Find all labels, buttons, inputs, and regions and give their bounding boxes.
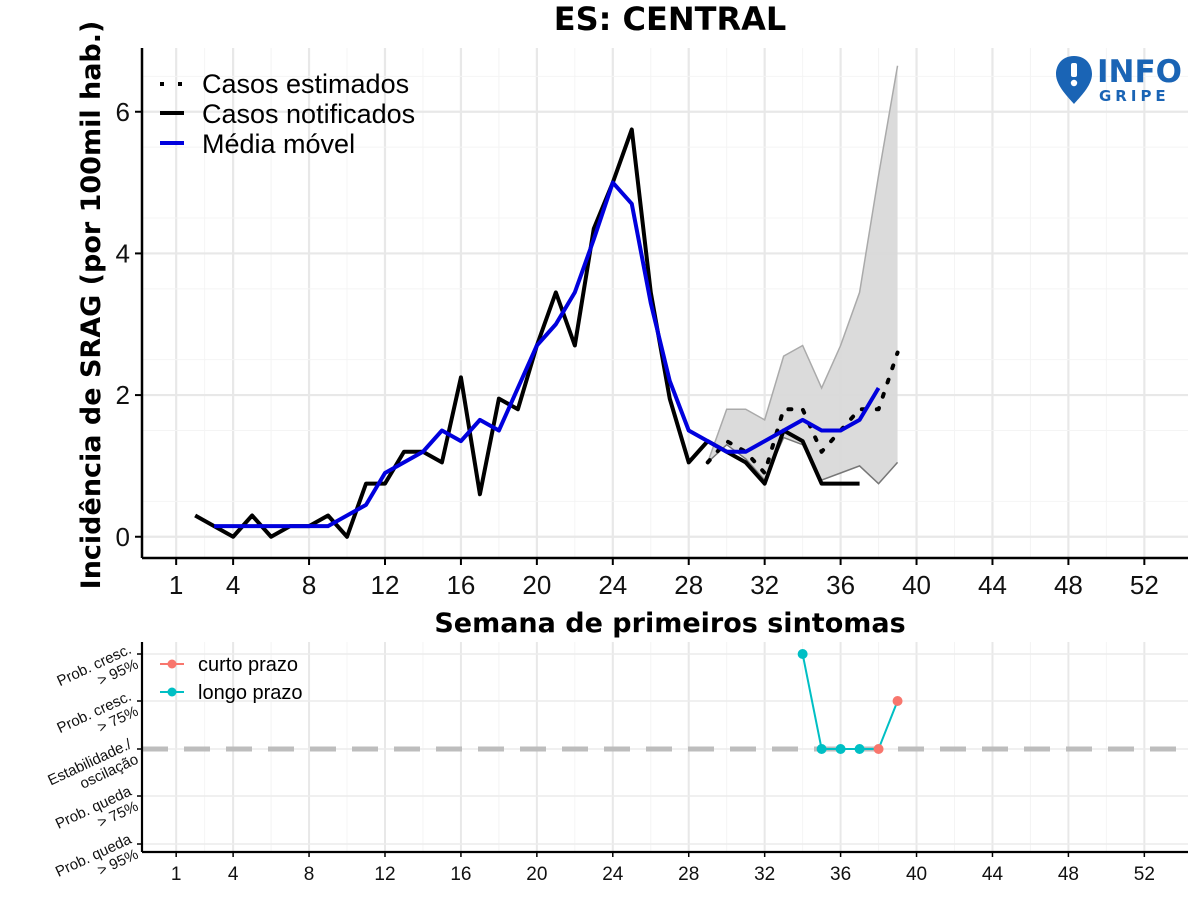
top-series-layer <box>194 127 900 539</box>
legend-long-label: longo prazo <box>198 682 303 704</box>
logo-top-text: INFO <box>1097 54 1182 90</box>
trend-point-long <box>816 744 827 754</box>
confidence-band-upper <box>707 65 899 463</box>
top-x-tick-label: 40 <box>902 570 931 600</box>
top-x-tick-label: 48 <box>1054 570 1083 600</box>
top-x-tick-label: 52 <box>1130 570 1159 600</box>
bottom-x-tick-label: 1 <box>171 864 182 885</box>
chart-title: ES: CENTRAL <box>554 0 787 38</box>
legend-short-label: curto prazo <box>198 654 298 676</box>
top-y-tick-label: 6 <box>116 97 130 127</box>
bottom-series-layer <box>797 649 903 754</box>
bottom-x-tick-label: 52 <box>1134 864 1155 885</box>
top-x-tick-label: 4 <box>226 570 240 600</box>
legend-notified-label: Casos notificados <box>202 99 415 129</box>
infogripe-logo: INFO GRIPE <box>1056 54 1182 105</box>
top-y-tick-label: 4 <box>116 238 130 268</box>
bottom-x-tick-label: 32 <box>754 864 775 885</box>
top-x-tick-label: 36 <box>826 570 855 600</box>
bottom-x-tick-label: 12 <box>374 864 395 885</box>
top-y-tick-label: 2 <box>116 380 130 410</box>
legend-estimated-label: Casos estimados <box>202 69 409 99</box>
bottom-x-tick-label: 4 <box>228 864 239 885</box>
bottom-x-tick-label: 8 <box>304 864 315 885</box>
bottom-grid <box>142 642 1188 852</box>
bottom-x-tick-label: 48 <box>1058 864 1079 885</box>
trend-line <box>801 653 899 750</box>
bottom-legend: curto prazo longo prazo <box>160 654 303 704</box>
bottom-y-category-label: Prob. queda> 95% <box>53 831 142 896</box>
trend-point-long <box>854 744 865 754</box>
bottom-x-tick-label: 40 <box>906 864 927 885</box>
x-axis-title: Semana de primeiros sintomas <box>434 608 905 639</box>
top-x-tick-label: 1 <box>169 570 183 600</box>
bottom-x-tick-label: 28 <box>678 864 699 885</box>
pin-mark-bar <box>1071 63 1077 77</box>
top-x-tick-label: 28 <box>674 570 703 600</box>
top-x-tick-label: 44 <box>978 570 1007 600</box>
trend-point-short <box>892 696 903 706</box>
series-notified-line <box>194 127 860 539</box>
trend-point-long <box>797 649 808 659</box>
top-legend: Casos estimados Casos notificados Média … <box>160 69 415 159</box>
top-y-tick-label: 0 <box>116 522 130 552</box>
trend-point-long <box>835 744 846 754</box>
legend-short-swatch-dot <box>167 659 177 669</box>
top-x-tick-label: 8 <box>302 570 316 600</box>
confidence-band <box>707 65 898 484</box>
y-axis-title: Incidência de SRAG (por 100mil hab.) <box>76 21 107 590</box>
legend-moving-avg-label: Média móvel <box>202 129 355 159</box>
bottom-x-tick-label: 16 <box>450 864 471 885</box>
logo-bottom-text: GRIPE <box>1099 87 1170 105</box>
top-x-tick-label: 32 <box>750 570 779 600</box>
bottom-x-tick-label: 24 <box>602 864 624 885</box>
top-x-tick-label: 16 <box>446 570 475 600</box>
bottom-x-tick-label: 44 <box>982 864 1004 885</box>
top-x-tick-label: 20 <box>522 570 551 600</box>
bottom-x-tick-label: 20 <box>526 864 547 885</box>
top-x-tick-label: 24 <box>598 570 627 600</box>
legend-long-swatch-dot <box>167 687 177 697</box>
bottom-x-tick-label: 36 <box>830 864 851 885</box>
top-x-tick-label: 12 <box>371 570 400 600</box>
pin-mark-dot <box>1070 79 1078 87</box>
trend-point-short <box>873 744 884 754</box>
series-moving-avg-line <box>214 180 881 529</box>
